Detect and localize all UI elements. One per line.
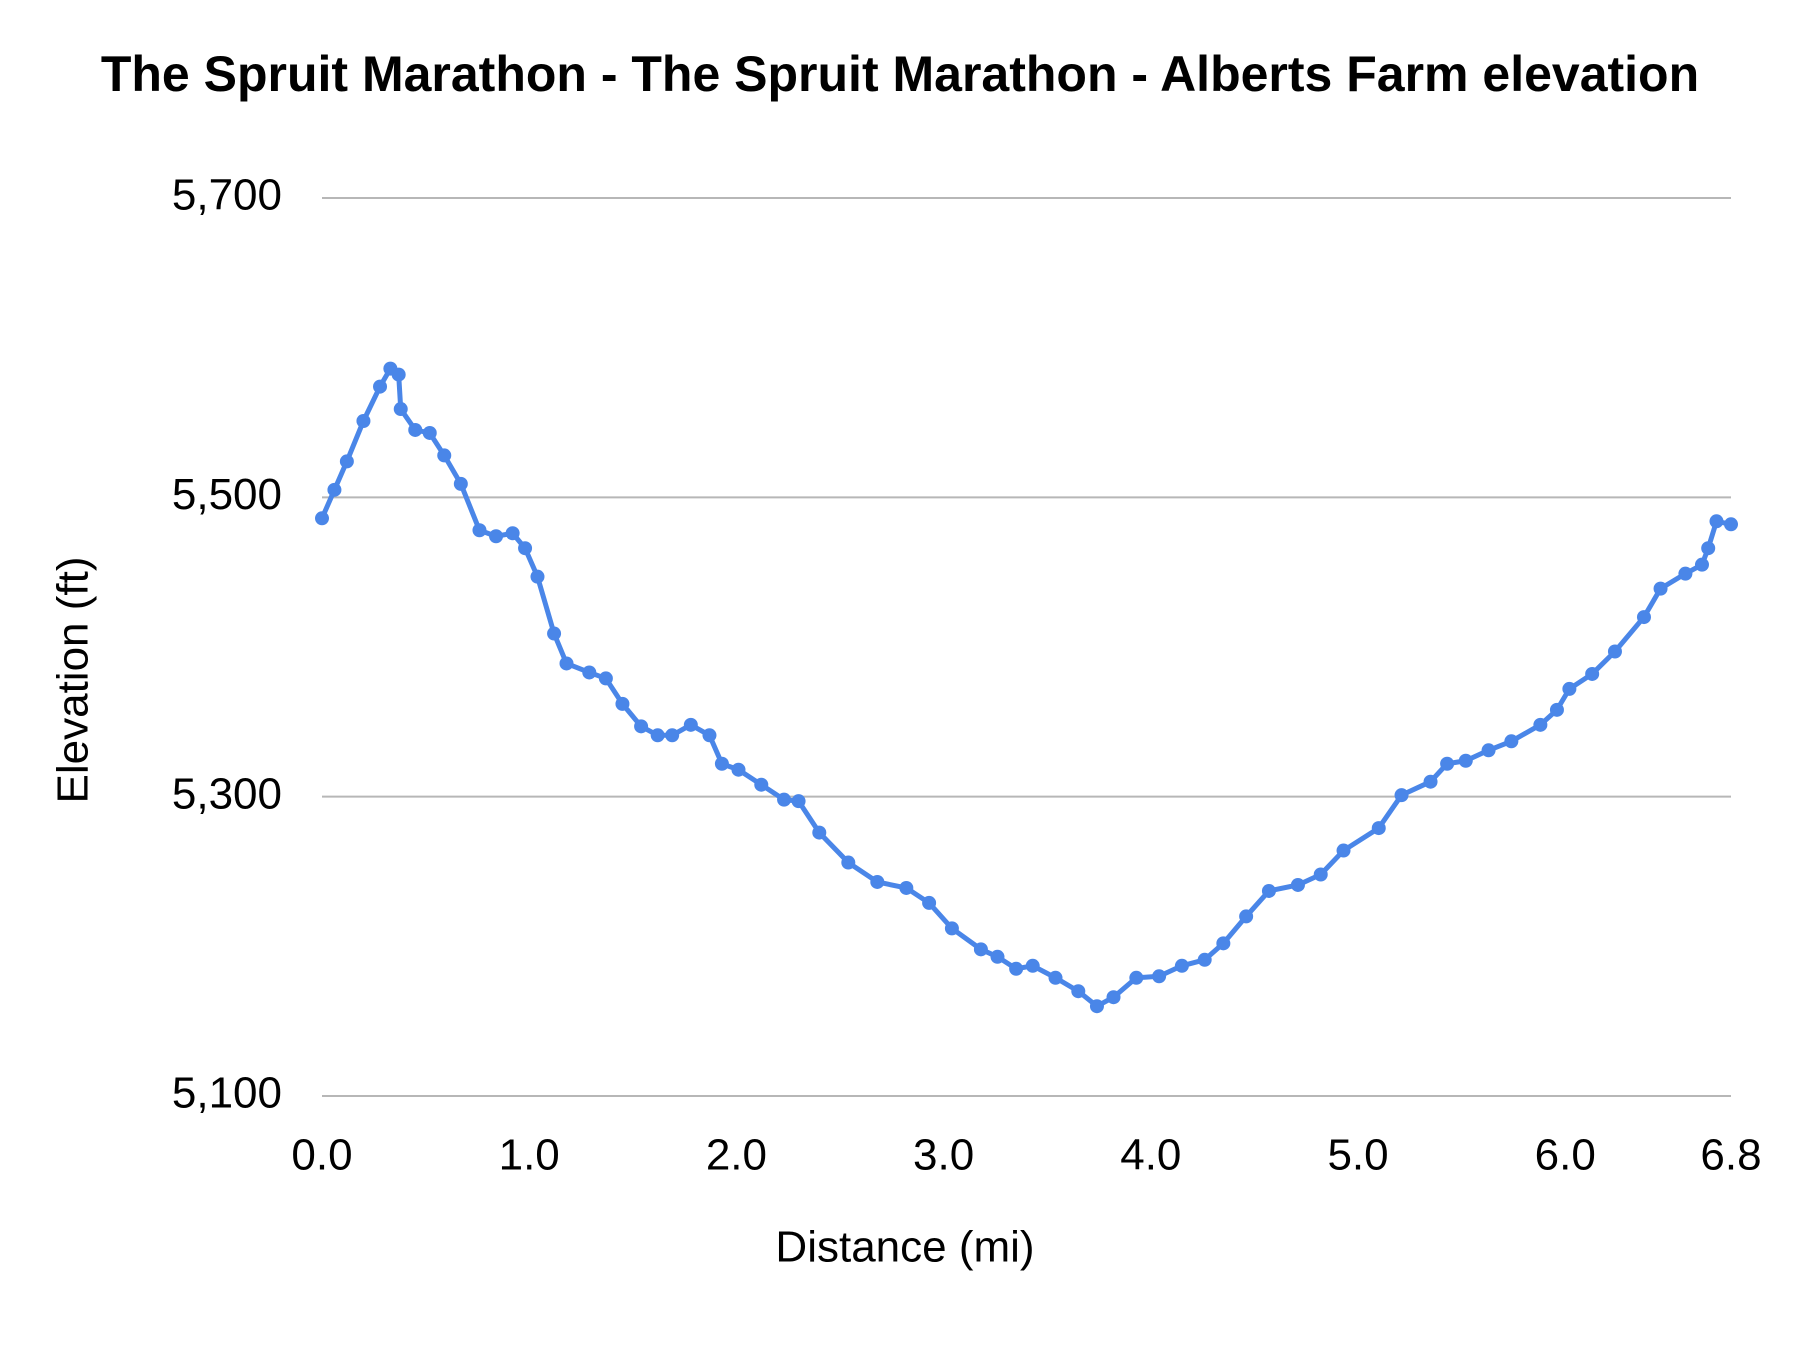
marker [518, 541, 533, 556]
marker [1701, 541, 1716, 556]
x-tick-label: 4.0 [1120, 1131, 1181, 1180]
x-tick-label: 1.0 [499, 1131, 560, 1180]
marker [1009, 961, 1024, 976]
marker [1709, 514, 1724, 529]
marker [1607, 644, 1622, 659]
marker [1440, 756, 1455, 771]
marker [1129, 970, 1144, 985]
marker [777, 792, 792, 807]
marker [582, 665, 597, 680]
marker [1562, 681, 1577, 696]
marker [1694, 557, 1709, 572]
x-tick-label: 5.0 [1327, 1131, 1388, 1180]
marker [327, 482, 342, 497]
marker [1423, 774, 1438, 789]
x-tick-label: 2.0 [706, 1131, 767, 1180]
y-tick-label: 5,100 [172, 1069, 282, 1118]
marker [1549, 702, 1564, 717]
x-tick-label: 3.0 [913, 1131, 974, 1180]
marker [1313, 867, 1328, 882]
marker [1025, 958, 1040, 973]
marker [1216, 936, 1231, 951]
marker [944, 921, 959, 936]
marker [1239, 909, 1254, 924]
marker [1290, 877, 1305, 892]
marker [530, 569, 545, 584]
marker [1504, 734, 1519, 749]
marker [356, 414, 371, 429]
marker [665, 728, 680, 743]
marker [408, 422, 423, 437]
marker [841, 855, 856, 870]
marker [472, 523, 487, 538]
marker [1152, 969, 1167, 984]
x-axis-title: Distance (mi) [775, 1223, 1034, 1272]
marker [505, 526, 520, 541]
marker [391, 367, 406, 382]
marker [812, 825, 827, 840]
marker [559, 656, 574, 671]
marker [393, 402, 408, 417]
marker [1724, 517, 1738, 532]
y-tick-label: 5,300 [172, 769, 282, 818]
y-tick-label: 5,500 [172, 470, 282, 519]
marker [1048, 970, 1063, 985]
marker [1533, 717, 1548, 732]
y-axis-title: Elevation (ft) [49, 557, 98, 804]
marker [1197, 952, 1212, 967]
marker [1336, 843, 1351, 858]
marker [1261, 883, 1276, 898]
marker [1394, 788, 1409, 803]
marker [339, 454, 354, 469]
marker [1585, 666, 1600, 681]
marker [650, 728, 665, 743]
marker [598, 671, 613, 686]
marker [922, 895, 937, 910]
x-tick-label: 6.8 [1700, 1131, 1761, 1180]
marker [973, 942, 988, 957]
marker [547, 626, 562, 641]
marker [899, 880, 914, 895]
marker [1678, 566, 1693, 581]
x-tick-label: 6.0 [1535, 1131, 1596, 1180]
marker [615, 696, 630, 711]
chart-title: The Spruit Marathon - The Spruit Maratho… [101, 46, 1699, 102]
marker [489, 529, 504, 544]
marker [990, 949, 1005, 964]
marker [1089, 999, 1104, 1014]
marker [422, 425, 437, 440]
marker [373, 379, 388, 394]
marker [1106, 990, 1121, 1005]
marker [1458, 753, 1473, 768]
marker [634, 719, 649, 734]
marker [315, 511, 329, 526]
marker [731, 762, 746, 777]
marker [1174, 958, 1189, 973]
marker [754, 777, 769, 792]
marker [791, 794, 806, 809]
x-tick-label: 0.0 [291, 1131, 352, 1180]
marker [683, 717, 698, 732]
marker [1071, 984, 1086, 999]
line [319, 366, 1732, 1009]
marker [1653, 581, 1668, 596]
marker [453, 476, 468, 491]
marker [1636, 610, 1651, 625]
y-tick-label: 5,700 [172, 171, 282, 220]
marker [1371, 821, 1386, 836]
marker [1481, 743, 1496, 758]
marker [437, 448, 452, 463]
marker [870, 874, 885, 889]
marker [714, 756, 729, 771]
marker [702, 728, 717, 743]
